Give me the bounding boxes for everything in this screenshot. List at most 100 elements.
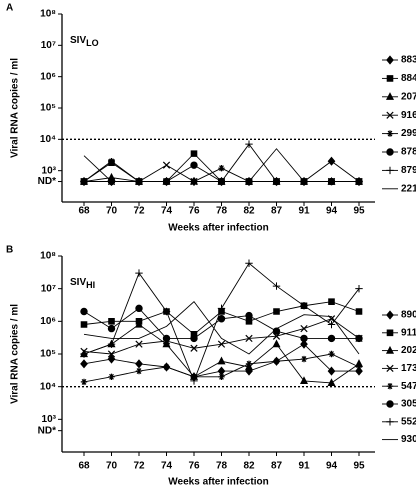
y-tick-label: 10⁶ bbox=[40, 71, 56, 82]
marker bbox=[327, 366, 336, 376]
marker bbox=[217, 356, 226, 365]
marker bbox=[355, 284, 363, 293]
legend-label: 930 bbox=[401, 434, 416, 445]
marker bbox=[328, 298, 335, 305]
marker bbox=[245, 311, 253, 320]
marker bbox=[218, 164, 225, 172]
x-axis-label: Weeks after infection bbox=[168, 477, 268, 486]
y-tick-label: 10³ bbox=[42, 414, 57, 425]
y-tick-label: 10⁸ bbox=[40, 251, 56, 262]
legend-marker bbox=[386, 166, 394, 175]
legend-marker bbox=[386, 148, 394, 156]
marker bbox=[299, 376, 309, 385]
panel-title-sub: HI bbox=[86, 280, 95, 290]
marker bbox=[300, 334, 308, 343]
legend-marker bbox=[386, 400, 394, 408]
marker bbox=[327, 378, 336, 387]
marker bbox=[217, 304, 226, 313]
x-tick-label: 94 bbox=[326, 206, 338, 217]
marker bbox=[273, 358, 280, 365]
legend-label: 884 bbox=[401, 73, 416, 84]
legend-label: 173 bbox=[401, 363, 416, 374]
x-tick-label: 76 bbox=[188, 206, 200, 217]
marker bbox=[134, 319, 144, 328]
marker bbox=[190, 377, 198, 385]
marker bbox=[190, 334, 198, 343]
y-tick-label: 10⁴ bbox=[40, 134, 56, 145]
legend-label: 207 bbox=[401, 91, 416, 102]
legend-marker bbox=[386, 418, 394, 426]
x-tick-label: 82 bbox=[243, 461, 255, 472]
marker bbox=[327, 156, 336, 166]
legend-label: 916 bbox=[401, 110, 416, 121]
marker bbox=[135, 304, 143, 313]
x-tick-label: 91 bbox=[298, 206, 310, 217]
marker bbox=[190, 161, 198, 169]
y-tick-label: ND* bbox=[38, 176, 56, 187]
legend-label: 221 bbox=[401, 183, 416, 194]
marker bbox=[162, 339, 171, 348]
legend-marker bbox=[386, 310, 394, 320]
y-tick-label: 10⁴ bbox=[40, 381, 56, 392]
marker bbox=[162, 334, 171, 343]
x-tick-label: 94 bbox=[326, 461, 338, 472]
series-line bbox=[84, 143, 359, 182]
marker bbox=[327, 320, 336, 329]
marker bbox=[245, 259, 253, 267]
legend-marker bbox=[385, 345, 395, 354]
x-axis-label: Weeks after infection bbox=[168, 223, 268, 234]
y-axis-label: Viral RNA copies / ml bbox=[10, 58, 21, 158]
marker bbox=[272, 339, 281, 348]
x-tick-label: 82 bbox=[243, 206, 255, 217]
marker bbox=[108, 373, 115, 381]
x-tick-label: 91 bbox=[298, 461, 310, 472]
panel-title: SIVLO bbox=[70, 35, 99, 49]
marker bbox=[300, 302, 308, 310]
legend-marker bbox=[386, 55, 394, 65]
marker bbox=[190, 150, 198, 157]
legend-label: 878 bbox=[401, 147, 416, 158]
marker bbox=[217, 315, 226, 323]
panel-title-sub: LO bbox=[86, 38, 99, 48]
legend-marker bbox=[386, 383, 394, 390]
y-tick-label: 10⁵ bbox=[40, 103, 56, 114]
marker bbox=[328, 350, 335, 358]
x-tick-label: 72 bbox=[133, 206, 145, 217]
marker bbox=[190, 373, 198, 381]
legend-label: 879 bbox=[401, 165, 416, 176]
marker bbox=[162, 307, 171, 316]
x-tick-label: 70 bbox=[106, 206, 118, 217]
x-tick-label: 78 bbox=[216, 461, 228, 472]
marker bbox=[163, 363, 170, 371]
legend-label: 547 bbox=[401, 381, 416, 392]
marker bbox=[80, 321, 88, 328]
legend-marker bbox=[386, 111, 394, 119]
marker bbox=[135, 367, 143, 375]
series-line bbox=[83, 301, 360, 355]
legend-marker bbox=[386, 75, 394, 82]
y-tick-label: 10⁶ bbox=[40, 316, 56, 327]
x-tick-label: 95 bbox=[353, 461, 365, 472]
marker bbox=[355, 334, 363, 343]
legend-label: 883 bbox=[401, 55, 416, 66]
series-line bbox=[83, 318, 360, 355]
marker bbox=[80, 307, 88, 316]
panel-title: SIVHI bbox=[70, 277, 95, 291]
marker bbox=[245, 360, 253, 368]
y-tick-label: 10⁷ bbox=[41, 283, 56, 294]
x-tick-label: 76 bbox=[188, 461, 200, 472]
y-tick-label: 10³ bbox=[42, 165, 57, 176]
marker bbox=[300, 339, 308, 349]
legend-label: 202 bbox=[401, 345, 416, 356]
x-tick-label: 87 bbox=[271, 206, 283, 217]
marker bbox=[273, 308, 280, 315]
marker bbox=[135, 340, 143, 348]
panel-title-main: SIV bbox=[70, 277, 86, 288]
marker bbox=[108, 318, 115, 325]
marker bbox=[245, 334, 253, 343]
marker bbox=[135, 269, 143, 277]
marker bbox=[355, 308, 363, 315]
series-line bbox=[83, 148, 359, 182]
panel-letter: B bbox=[6, 245, 13, 256]
